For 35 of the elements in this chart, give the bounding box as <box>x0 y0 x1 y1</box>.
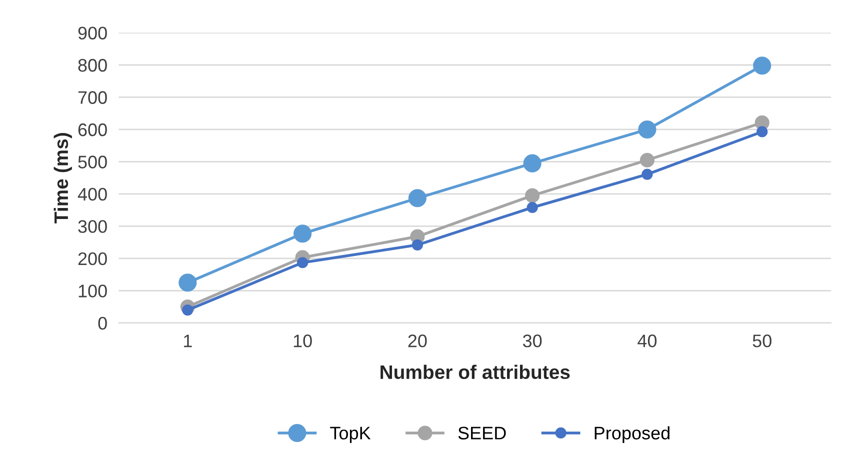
point <box>178 274 197 292</box>
x-tick-label: 30 <box>522 334 542 348</box>
y-tick-label: 200 <box>78 252 107 266</box>
y-axis-title: Time (ms) <box>54 133 72 224</box>
y-tick-label: 300 <box>78 220 107 233</box>
y-tick-label: 500 <box>78 156 107 168</box>
point <box>412 239 423 250</box>
x-tick-label: 10 <box>294 334 312 348</box>
point <box>642 168 653 180</box>
legend-label: SEED <box>458 426 506 440</box>
legend-label: TopK <box>330 426 371 444</box>
point <box>638 120 656 139</box>
point <box>296 257 308 268</box>
point <box>182 304 194 316</box>
x-tick-label: 40 <box>638 334 657 348</box>
y-tick-label: 0 <box>98 316 107 330</box>
point <box>408 189 426 208</box>
point <box>525 188 540 203</box>
y-tick-label: 400 <box>78 188 107 201</box>
x-axis-title: Number of attributes <box>380 364 570 380</box>
y-tick-label: 900 <box>78 26 107 40</box>
y-tick-label: 600 <box>78 123 107 136</box>
point <box>756 126 768 138</box>
point <box>640 152 655 168</box>
x-tick-label: 1 <box>184 334 192 348</box>
x-tick-label: 50 <box>752 334 772 348</box>
point <box>753 56 772 75</box>
point <box>526 202 538 214</box>
point <box>523 154 542 172</box>
y-tick-label: 100 <box>78 284 107 298</box>
legend-label: Proposed <box>594 426 670 444</box>
x-tick-label: 20 <box>408 334 427 348</box>
y-tick-label: 800 <box>78 58 107 72</box>
y-tick-label: 700 <box>78 91 107 104</box>
point <box>294 224 312 243</box>
